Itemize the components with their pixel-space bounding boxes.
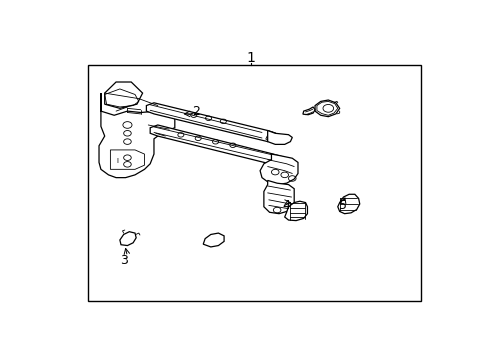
Polygon shape xyxy=(120,232,136,246)
Polygon shape xyxy=(260,154,297,185)
Text: 5: 5 xyxy=(339,199,347,212)
Polygon shape xyxy=(203,233,224,247)
Polygon shape xyxy=(284,201,307,221)
Text: 3: 3 xyxy=(120,254,127,267)
Polygon shape xyxy=(314,100,339,117)
Polygon shape xyxy=(104,82,142,108)
Text: 2: 2 xyxy=(191,105,199,118)
Polygon shape xyxy=(264,180,294,214)
Polygon shape xyxy=(146,103,277,141)
Bar xyxy=(87,66,420,301)
Text: 1: 1 xyxy=(245,51,255,66)
Text: 4: 4 xyxy=(282,199,290,212)
Polygon shape xyxy=(302,107,314,115)
Polygon shape xyxy=(99,93,175,177)
Text: I: I xyxy=(116,158,118,164)
Polygon shape xyxy=(267,131,292,144)
Polygon shape xyxy=(337,194,359,214)
Polygon shape xyxy=(150,125,284,165)
